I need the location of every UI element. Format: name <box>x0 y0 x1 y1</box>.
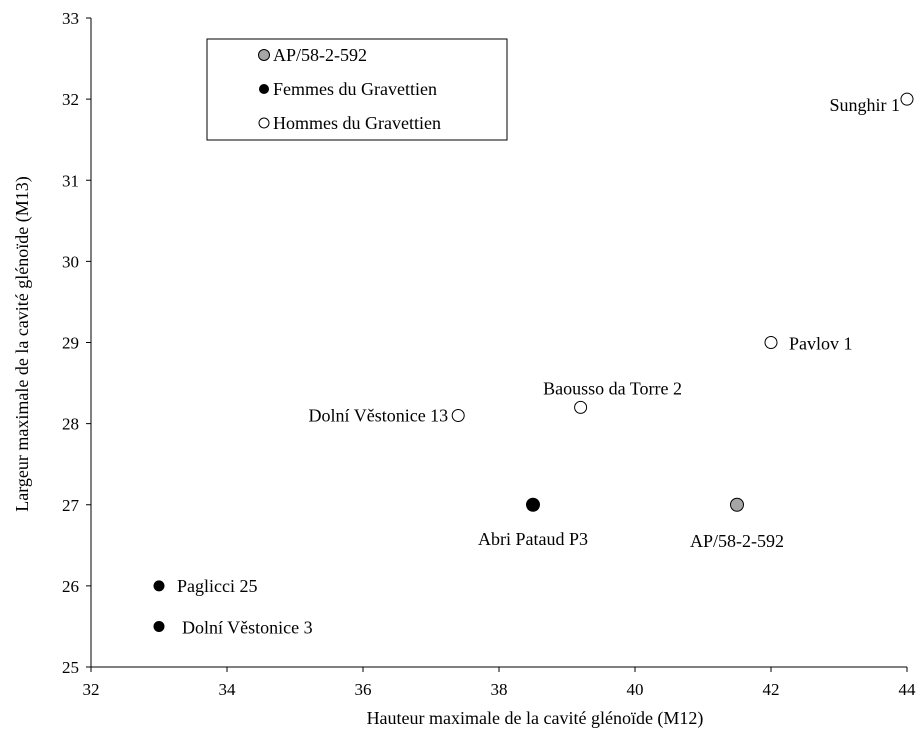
axes <box>86 17 908 672</box>
data-points <box>153 92 914 632</box>
data-point-femmes <box>153 620 165 632</box>
y-axis-title: Largeur maximale de la cavité glénoïde (… <box>12 176 33 512</box>
point-label: Baousso da Torre 2 <box>543 378 682 398</box>
tick-labels: 32 34 36 38 40 42 44 25 26 27 28 29 30 31 32 33 <box>62 9 916 699</box>
data-point-hommes <box>764 336 778 349</box>
data-point-hommes <box>451 409 465 423</box>
y-tick-label: 31 <box>62 171 79 190</box>
y-tick-label: 30 <box>62 252 79 271</box>
point-label: Dolní Věstonice 13 <box>309 406 449 426</box>
x-tick-label: 36 <box>355 680 372 699</box>
point-label: Sunghir 1 <box>829 95 900 115</box>
x-tick-label: 40 <box>627 680 644 699</box>
x-tick-label: 44 <box>899 680 917 699</box>
legend-marker-femmes <box>259 84 269 94</box>
x-tick-label: 32 <box>83 680 100 699</box>
point-label: Paglicci 25 <box>177 576 257 596</box>
data-point-ap <box>730 497 744 512</box>
x-tick-label: 34 <box>219 680 237 699</box>
point-label: Dolní Věstonice 3 <box>182 617 313 637</box>
legend-box <box>206 38 508 141</box>
data-point-femmes <box>153 580 165 592</box>
legend-label-femmes: Femmes du Gravettien <box>273 79 437 99</box>
x-axis-title: Hauteur maximale de la cavité glénoïde (… <box>367 708 704 729</box>
point-label: AP/58-2-592 <box>690 531 784 551</box>
y-tick-label: 26 <box>62 577 79 596</box>
data-point-hommes <box>574 400 588 414</box>
y-tick-label: 25 <box>62 658 79 677</box>
x-tick-label: 42 <box>763 680 780 699</box>
y-tick-label: 32 <box>62 90 79 109</box>
x-tick-label: 38 <box>491 680 508 699</box>
data-point-femmes <box>526 497 540 512</box>
y-tick-label: 29 <box>62 334 79 353</box>
y-tick-label: 33 <box>62 9 79 28</box>
y-tick-label: 27 <box>62 496 80 515</box>
y-tick-label: 28 <box>62 415 79 434</box>
legend-label-ap: AP/58-2-592 <box>273 45 367 65</box>
legend-marker-ap <box>258 49 270 61</box>
legend-marker-hommes <box>258 117 270 129</box>
point-label: Abri Pataud P3 <box>478 529 588 549</box>
data-point-hommes <box>900 92 914 106</box>
legend-label-hommes: Hommes du Gravettien <box>273 113 441 133</box>
legend: AP/58-2-592 Femmes du Gravettien Hommes … <box>206 38 508 141</box>
point-label: Pavlov 1 <box>789 334 853 354</box>
point-labels: AP/58-2-592 Abri Pataud P3 Paglicci 25 Doln… <box>177 95 900 637</box>
